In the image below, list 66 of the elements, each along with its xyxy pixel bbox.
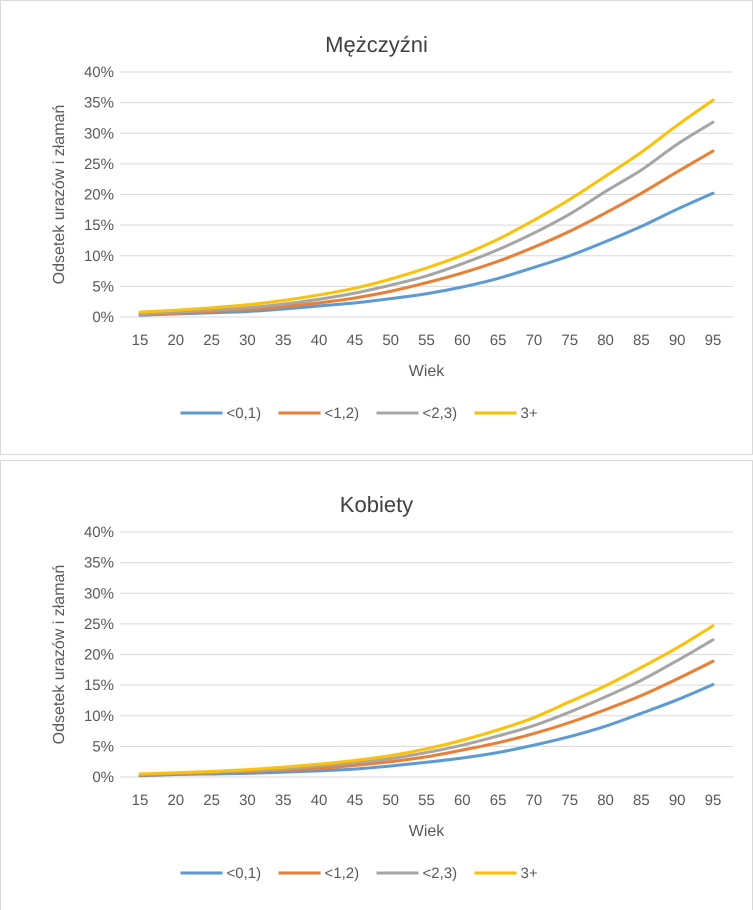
chart-title: Kobiety: [340, 492, 414, 517]
y-tick-label: 25%: [84, 156, 114, 173]
x-tick-label: 45: [346, 792, 364, 809]
x-tick-label: 75: [561, 792, 578, 809]
y-tick-label: 0%: [92, 769, 114, 786]
x-tick-label: 85: [633, 792, 650, 809]
x-tick-label: 30: [239, 792, 256, 809]
x-tick-label: 60: [454, 792, 471, 809]
x-tick-label: 95: [704, 792, 722, 809]
x-tick-label: 70: [526, 792, 542, 809]
x-axis-title: Wiek: [408, 823, 446, 840]
x-tick-label: 35: [274, 332, 292, 349]
x-tick-label: 50: [382, 332, 400, 349]
y-tick-label: 0%: [92, 309, 114, 326]
y-axis-title: Odsetek urazów i złamań: [51, 564, 68, 744]
x-tick-label: 65: [490, 792, 506, 809]
x-tick-label: 20: [167, 792, 184, 809]
legend-label: 3+: [520, 405, 538, 422]
y-tick-label: 25%: [84, 616, 114, 633]
x-tick-label: 25: [203, 792, 220, 809]
x-tick-label: 85: [633, 332, 650, 349]
y-tick-label: 5%: [92, 738, 114, 756]
x-tick-label: 15: [132, 332, 148, 349]
y-tick-label: 10%: [84, 248, 114, 265]
x-tick-label: 50: [382, 792, 400, 809]
x-tick-label: 70: [526, 332, 542, 349]
legend-label: 3+: [520, 865, 538, 882]
chart-title: Mężczyźni: [325, 32, 428, 57]
x-tick-label: 90: [668, 792, 686, 809]
y-tick-label: 40%: [84, 524, 114, 541]
y-tick-label: 35%: [84, 554, 114, 572]
y-tick-label: 10%: [84, 708, 114, 725]
x-tick-label: 55: [418, 792, 435, 809]
legend-label: <2,3): [422, 865, 458, 882]
y-tick-label: 20%: [84, 186, 114, 204]
legend-label: <1,2): [324, 405, 360, 422]
x-tick-label: 80: [597, 792, 614, 809]
x-tick-label: 55: [418, 332, 435, 349]
x-tick-label: 45: [346, 332, 364, 349]
y-tick-label: 30%: [84, 585, 114, 602]
y-axis-title: Odsetek urazów i złamań: [51, 104, 68, 284]
x-tick-label: 15: [132, 792, 148, 809]
x-tick-label: 80: [597, 332, 614, 349]
x-tick-label: 20: [167, 332, 184, 349]
x-tick-label: 65: [490, 332, 506, 349]
x-tick-label: 95: [704, 332, 722, 349]
legend-label: <2,3): [422, 405, 458, 422]
y-tick-label: 20%: [84, 646, 114, 664]
legend-label: <0,1): [226, 405, 262, 422]
y-tick-label: 5%: [92, 278, 114, 296]
x-tick-label: 60: [454, 332, 471, 349]
y-tick-label: 15%: [84, 217, 114, 234]
x-tick-label: 25: [203, 332, 220, 349]
x-axis-title: Wiek: [408, 363, 446, 380]
y-tick-label: 40%: [84, 64, 114, 81]
y-tick-label: 35%: [84, 94, 114, 112]
x-tick-label: 35: [274, 792, 292, 809]
x-tick-label: 30: [239, 332, 256, 349]
x-tick-label: 90: [668, 332, 686, 349]
y-tick-label: 30%: [84, 125, 114, 142]
x-tick-label: 40: [310, 792, 328, 809]
legend-label: <0,1): [226, 865, 262, 882]
legend-label: <1,2): [324, 865, 360, 882]
x-tick-label: 75: [561, 332, 578, 349]
x-tick-label: 40: [310, 332, 328, 349]
y-tick-label: 15%: [84, 677, 114, 694]
